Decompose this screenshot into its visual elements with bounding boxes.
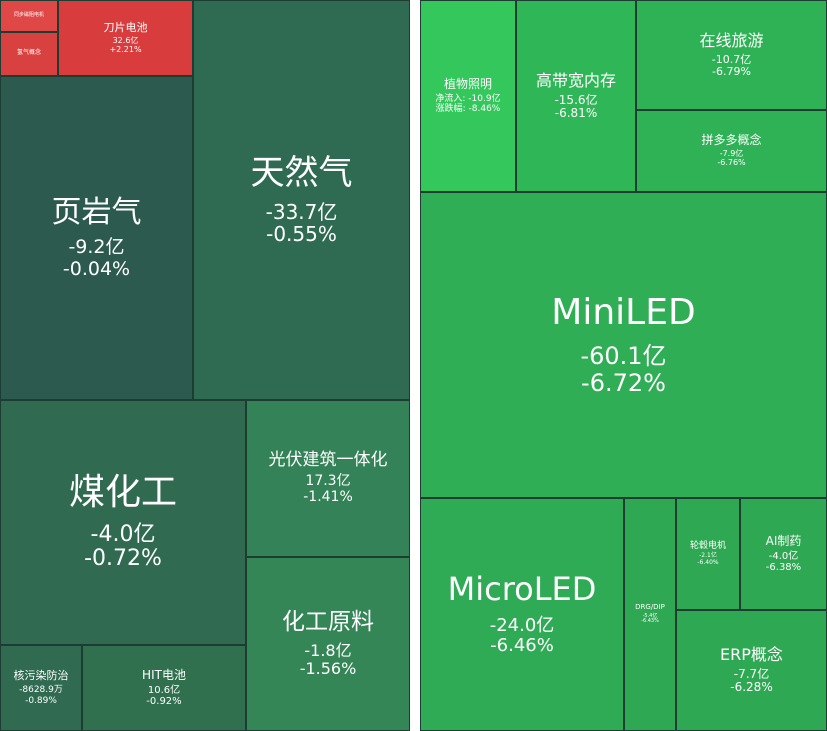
tile[interactable]: MiniLED -60.1亿 -6.72% (420, 192, 827, 498)
tile-stat: -0.55% (266, 222, 337, 247)
tile-stat: -6.72% (581, 368, 666, 397)
tile[interactable]: 植物照明净流入: -10.9亿 涨跌幅: -8.46% (420, 0, 516, 192)
tile-stat: +2.21% (109, 44, 142, 54)
tile-stat: -6.81% (554, 105, 598, 120)
tile-stat: 32.6亿 (112, 35, 139, 45)
tile-name: HIT电池 (142, 667, 186, 682)
tile-stat: -6.43% (641, 618, 659, 625)
tile-name: 氢气概念 (16, 48, 41, 56)
tile-name: DRG/DIP (635, 603, 665, 612)
tile[interactable]: 煤化工 -4.0亿 -0.72% (0, 400, 246, 645)
tile[interactable]: AI制药 -4.0亿 -6.38% (740, 498, 827, 610)
tile-stat: -60.1亿 (580, 341, 667, 370)
tile-stat: 10.6亿 (147, 685, 181, 697)
tile-stat: -6.79% (712, 64, 751, 78)
tile[interactable]: 高带宽内存 -15.6亿 -6.81% (516, 0, 636, 192)
tile[interactable]: 轮毂电机 -2.1亿 -6.40% (676, 498, 740, 610)
tile[interactable]: 同步磁阻电机 (0, 0, 58, 32)
tile-name: AI制药 (765, 533, 802, 548)
tile-stat: -1.56% (299, 658, 357, 678)
tile[interactable]: HIT电池 10.6亿 -0.92% (82, 645, 246, 731)
tile-stat: -6.28% (730, 680, 773, 695)
tile-name: ERP概念 (720, 645, 783, 665)
tile[interactable]: MicroLED -24.0亿 -6.46% (420, 498, 624, 731)
tile-stat: -4.0亿 (768, 551, 799, 563)
tile-stat: -9.2亿 (68, 236, 125, 259)
tile-stat: -4.0亿 (90, 521, 156, 547)
tile[interactable]: 化工原料 -1.8亿 -1.56% (246, 557, 410, 731)
tile-stat: -0.92% (146, 696, 182, 708)
tile-stat: -6.46% (490, 635, 554, 657)
tile-stat: -15.6亿 (554, 92, 598, 107)
tile-stat: -0.04% (62, 257, 131, 280)
tile-stat: -6.40% (697, 559, 719, 567)
tile-name: 轮毂电机 (689, 541, 726, 552)
tile[interactable]: DRG/DIP -5.4亿 -6.43% (624, 498, 676, 731)
tile[interactable]: 在线旅游 -10.7亿 -6.79% (636, 0, 827, 110)
tile-stat: -10.7亿 (711, 52, 752, 66)
tile-name: 同步磁阻电机 (13, 11, 44, 18)
tile-name: 植物照明 (443, 76, 492, 91)
tile-name: 化工原料 (282, 609, 374, 636)
tile-stat: -6.76% (717, 158, 746, 168)
tile[interactable]: 光伏建筑一体化 17.3亿 -1.41% (246, 400, 410, 557)
tile-name: 高带宽内存 (535, 70, 616, 90)
tile[interactable]: ERP概念 -7.7亿 -6.28% (676, 610, 827, 731)
tile-stat: -6.38% (765, 562, 802, 574)
tile-stat: -24.0亿 (489, 615, 555, 637)
tile[interactable]: 氢气概念 (0, 32, 58, 76)
tile-stat: 17.3亿 (305, 473, 351, 490)
tile-stat: -8628.9万 (19, 685, 63, 696)
tile-name: 光伏建筑一体化 (268, 450, 388, 471)
tile-name: MicroLED (447, 570, 597, 609)
tile-name: 天然气 (250, 153, 353, 194)
tile-name: 拼多多概念 (701, 132, 762, 147)
tile-stat: -7.7亿 (733, 667, 770, 682)
tile-stat: -5.4亿 (642, 612, 658, 619)
tile-name: 在线旅游 (699, 30, 764, 50)
tile-stat: 涨跌幅: -8.46% (435, 104, 501, 115)
tile-name: MiniLED (551, 292, 696, 334)
tile-name: 刀片电池 (103, 20, 148, 34)
tile-stat: -0.89% (25, 695, 57, 706)
tile-stat: -7.9亿 (719, 149, 744, 159)
tile[interactable]: 天然气 -33.7亿 -0.55% (193, 0, 410, 400)
tile-stat: -0.72% (84, 546, 162, 572)
tile-name: 核污染防治 (13, 669, 69, 683)
tile[interactable]: 拼多多概念 -7.9亿 -6.76% (636, 110, 827, 192)
tile-stat: -1.41% (303, 489, 353, 506)
tile-stat: -2.1亿 (699, 552, 717, 560)
tile[interactable]: 刀片电池 32.6亿 +2.21% (58, 0, 193, 76)
tile-name: 煤化工 (68, 472, 177, 514)
tile-stat: -1.8亿 (304, 640, 352, 660)
tile[interactable]: 页岩气 -9.2亿 -0.04% (0, 76, 193, 400)
tile[interactable]: 核污染防治 -8628.9万 -0.89% (0, 645, 82, 731)
tile-stat: 净流入: -10.9亿 (435, 94, 501, 105)
tile-name: 页岩气 (51, 195, 142, 231)
tile-stat: -33.7亿 (265, 199, 338, 224)
